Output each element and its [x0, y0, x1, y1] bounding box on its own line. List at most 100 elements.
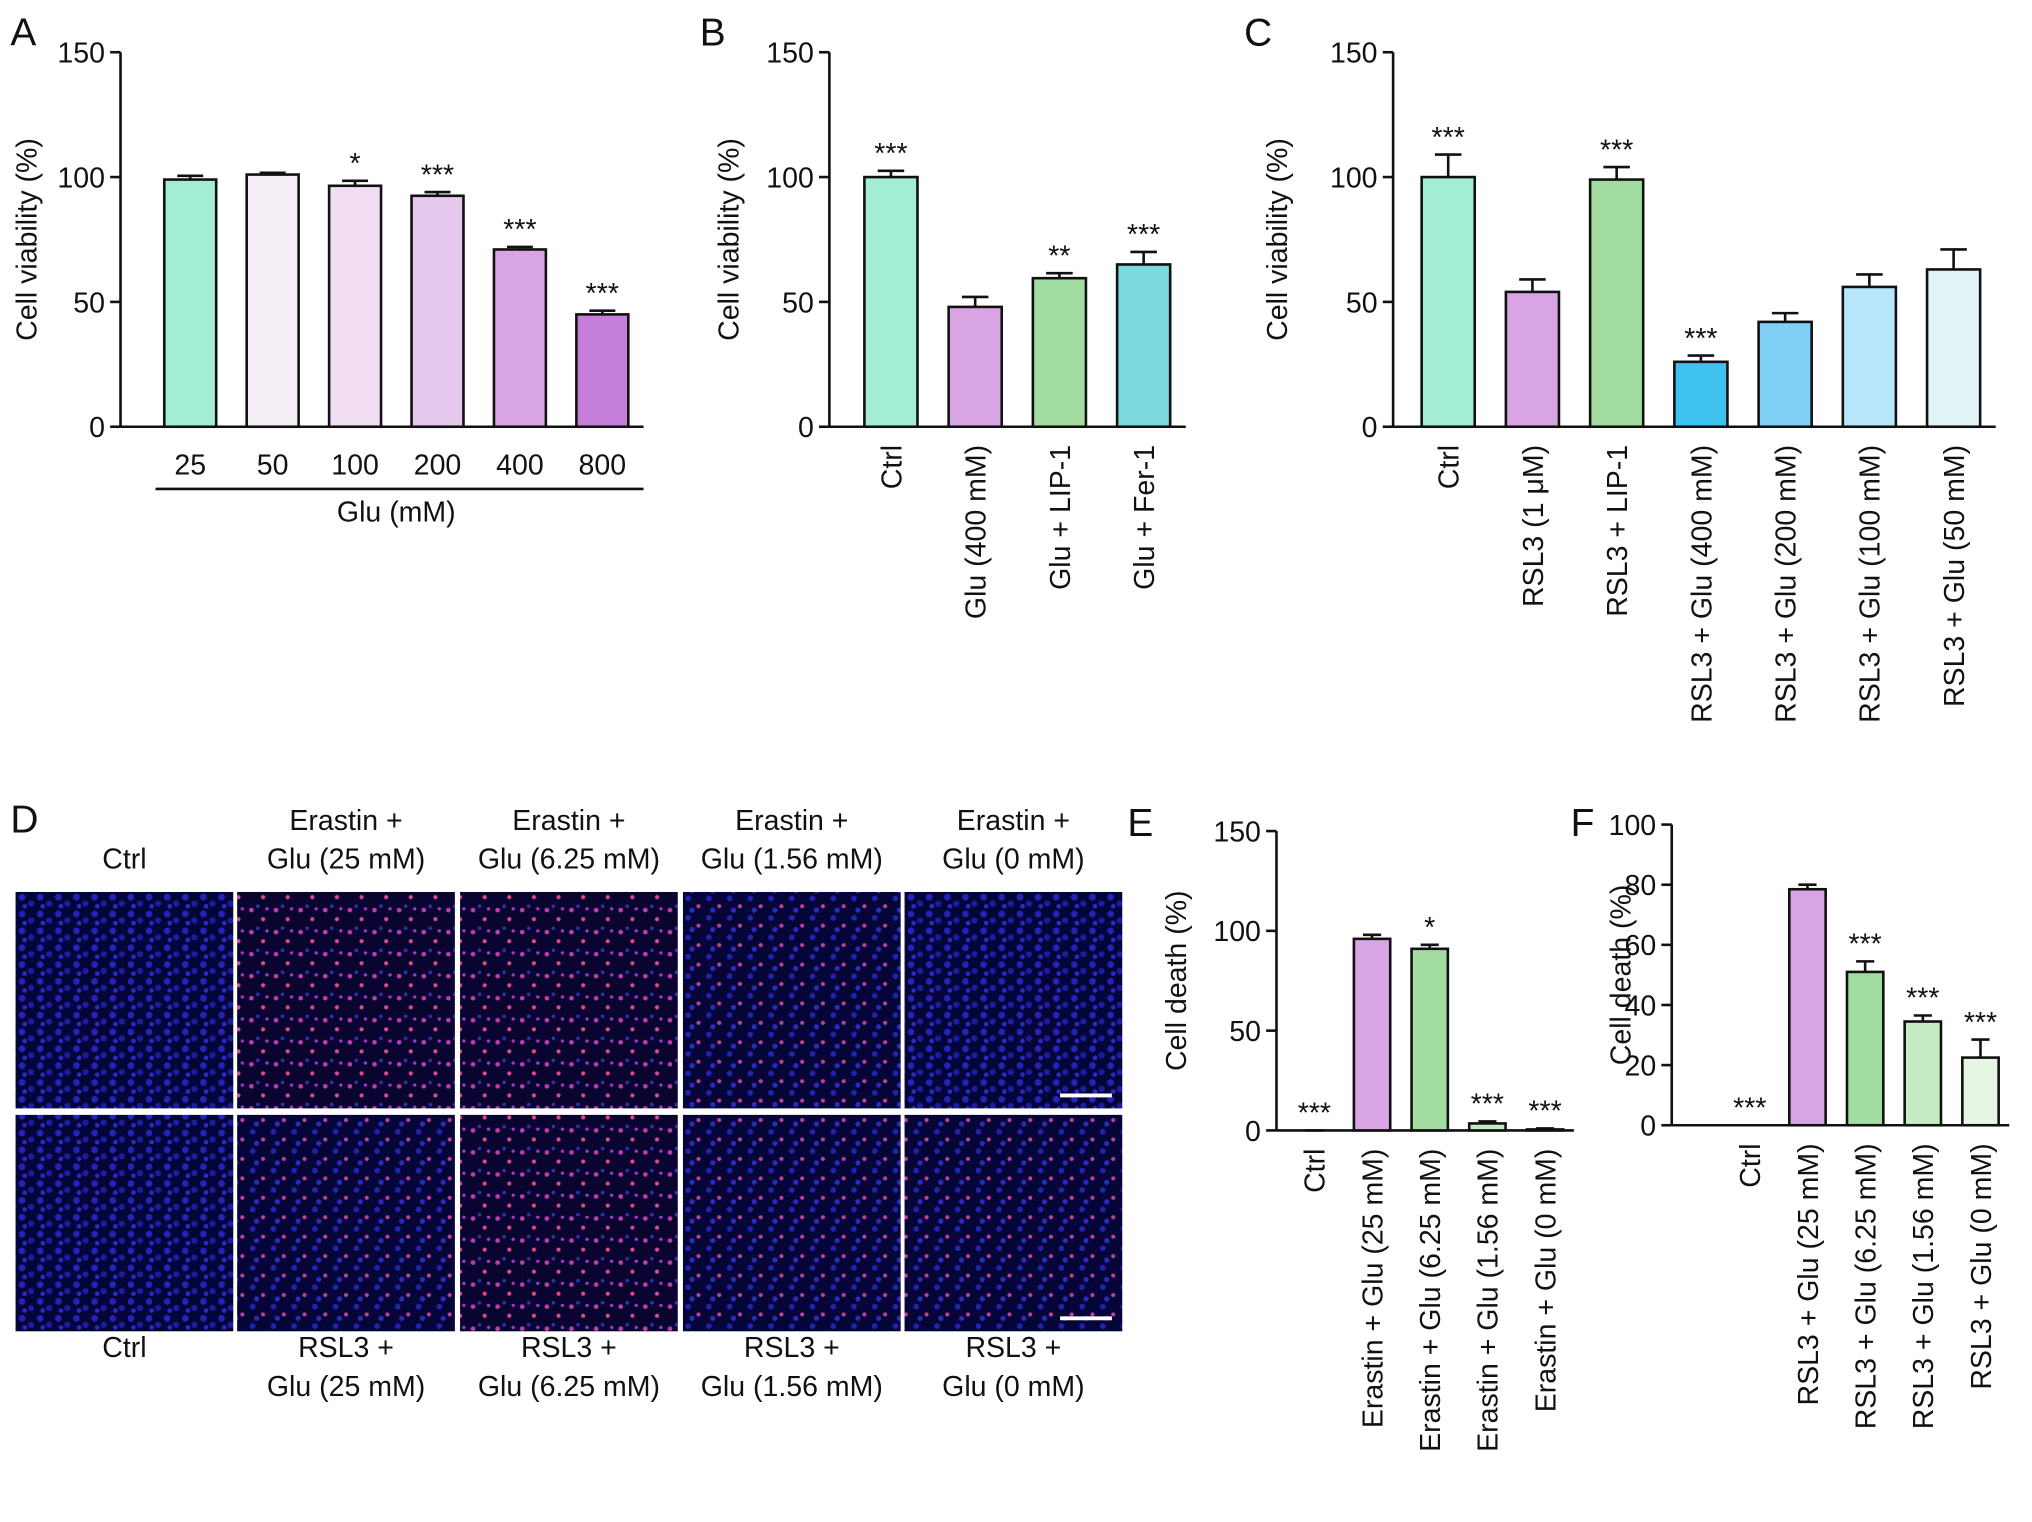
x-tick-label: RSL3 + Glu (1.56 mM) — [1908, 1143, 1940, 1429]
x-tick-label: Glu + LIP-1 — [1045, 445, 1077, 590]
panel-letter: A — [10, 12, 36, 55]
image-label: Glu (25 mM) — [267, 844, 425, 876]
y-tick-label: 150 — [57, 38, 105, 70]
bar — [1845, 970, 1885, 1127]
significance: *** — [503, 214, 536, 246]
significance: *** — [1964, 1007, 1997, 1039]
significance: * — [1424, 912, 1435, 944]
panel-letter: F — [1571, 802, 1595, 845]
significance: *** — [1684, 323, 1717, 355]
y-axis-label: Cell death (%) — [1161, 890, 1193, 1071]
y-tick-label: 20 — [1624, 1050, 1656, 1082]
panel-d: D — [10, 798, 1123, 1332]
bar — [1467, 1122, 1507, 1132]
x-tick-label: 400 — [496, 450, 544, 482]
significance: *** — [1733, 1092, 1766, 1124]
x-tick-label: 25 — [174, 450, 206, 482]
x-tick-label: RSL3 + Glu (100 mM) — [1855, 445, 1887, 723]
panel-letter: C — [1244, 12, 1272, 55]
x-tick-label: 100 — [331, 450, 379, 482]
y-tick-label: 100 — [1330, 162, 1378, 194]
bar — [1352, 937, 1392, 1132]
significance: *** — [1432, 122, 1465, 154]
x-tick-label: RSL3 + Glu (400 mM) — [1686, 445, 1718, 723]
bar — [863, 175, 919, 429]
image-label: Ctrl — [102, 1332, 146, 1364]
y-tick-label: 100 — [766, 162, 814, 194]
y-tick-label: 60 — [1624, 930, 1656, 962]
x-tick-label: Ctrl — [1300, 1149, 1332, 1193]
y-tick-label: 0 — [1245, 1116, 1261, 1148]
bar — [1588, 178, 1645, 429]
bar — [410, 194, 465, 429]
micrograph — [460, 1114, 678, 1332]
panel-letter: D — [10, 798, 38, 841]
significance: *** — [1600, 134, 1633, 166]
micrograph — [682, 1114, 901, 1332]
bar — [1420, 175, 1477, 429]
x-tick-label: RSL3 (1 μM) — [1518, 445, 1550, 607]
micrograph — [237, 891, 455, 1109]
bar — [1031, 276, 1088, 429]
bar — [1115, 263, 1172, 429]
micrograph — [15, 1114, 234, 1332]
image-label: RSL3 + — [521, 1332, 617, 1364]
significance: * — [350, 148, 361, 180]
y-tick-label: 40 — [1624, 990, 1656, 1022]
x-tick-label: Glu + Fer-1 — [1129, 445, 1161, 590]
y-tick-label: 100 — [57, 162, 105, 194]
image-label: Erastin + — [957, 805, 1070, 837]
image-label: Erastin + — [289, 805, 402, 837]
x-tick-label: RSL3 + Glu (6.25 mM) — [1851, 1143, 1883, 1429]
x-tick-label: RSL3 + Glu (200 mM) — [1770, 445, 1802, 723]
bar — [1410, 947, 1450, 1132]
x-tick-label: RSL3 + LIP-1 — [1602, 445, 1634, 617]
image-label: Glu (6.25 mM) — [478, 1371, 660, 1403]
x-axis-label: Glu (mM) — [337, 496, 456, 528]
bar — [162, 178, 218, 429]
x-tick-label: Erastin + Glu (25 mM) — [1357, 1149, 1389, 1429]
bar — [1757, 320, 1813, 429]
bar — [1504, 290, 1561, 429]
bar — [947, 305, 1004, 429]
x-tick-label: RSL3 + Glu (50 mM) — [1939, 445, 1971, 707]
bar — [1841, 285, 1898, 429]
bar — [327, 184, 383, 429]
x-tick-label: Erastin + Glu (1.56 mM) — [1473, 1149, 1505, 1452]
bar — [1788, 887, 1827, 1127]
x-tick-label: 200 — [414, 450, 462, 482]
significance: *** — [1906, 983, 1939, 1015]
y-tick-label: 50 — [782, 287, 814, 319]
x-tick-label: RSL3 + Glu (25 mM) — [1793, 1143, 1825, 1405]
y-axis-label: Cell death (%) — [1605, 885, 1637, 1066]
y-tick-label: 50 — [73, 287, 105, 319]
micrograph — [15, 891, 234, 1109]
image-label: Glu (6.25 mM) — [478, 844, 660, 876]
panel-letter: E — [1127, 802, 1153, 845]
micrograph — [682, 891, 901, 1109]
x-tick-label: Ctrl — [876, 445, 908, 489]
significance: ** — [1048, 240, 1070, 272]
micrograph — [460, 891, 678, 1109]
y-tick-label: 150 — [1213, 816, 1261, 848]
x-tick-label: Erastin + Glu (0 mM) — [1530, 1149, 1562, 1413]
y-tick-label: 0 — [1362, 412, 1378, 444]
image-label: Ctrl — [102, 844, 146, 876]
y-tick-label: 50 — [1346, 287, 1378, 319]
y-axis-label: Cell viability (%) — [1262, 138, 1294, 341]
y-axis-label: Cell viability (%) — [11, 138, 43, 341]
micrograph — [237, 1114, 455, 1332]
y-tick-label: 100 — [1609, 810, 1657, 842]
significance: *** — [1298, 1098, 1331, 1130]
bar — [1903, 1020, 1943, 1127]
y-tick-label: 50 — [1229, 1016, 1261, 1048]
significance: *** — [1528, 1096, 1561, 1128]
image-label: Glu (1.56 mM) — [701, 1371, 883, 1403]
significance: *** — [586, 278, 619, 310]
panel-letter: B — [700, 12, 726, 55]
bar — [245, 173, 300, 429]
significance: *** — [1471, 1089, 1504, 1121]
x-tick-label: Ctrl — [1735, 1143, 1767, 1187]
significance: *** — [1127, 219, 1160, 251]
